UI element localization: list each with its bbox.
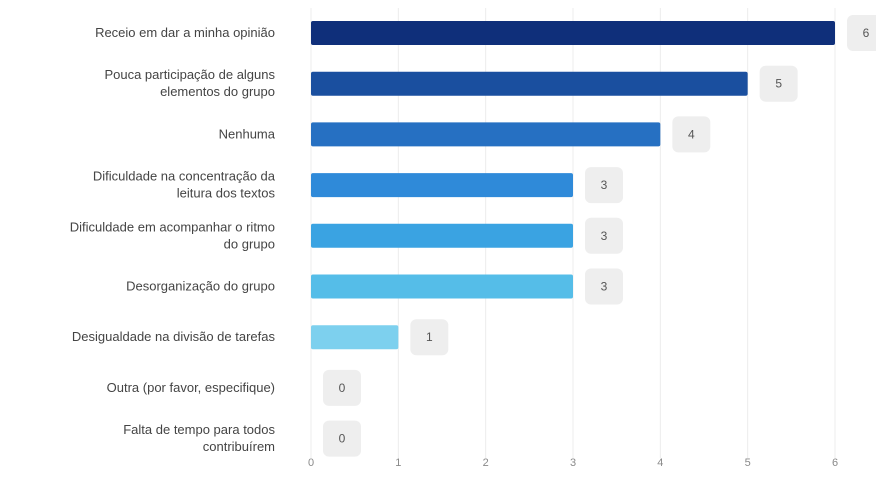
- value-badge: [585, 268, 623, 305]
- value-label: 6: [863, 26, 870, 40]
- value-label: 5: [775, 77, 782, 91]
- category-label: Dificuldade em acompanhar o ritmo: [70, 219, 275, 234]
- bar: [311, 274, 573, 299]
- category-label: Desigualdade na divisão de tarefas: [72, 329, 276, 344]
- category-label: Falta de tempo para todos: [123, 422, 275, 437]
- category-label: contribuírem: [203, 439, 275, 454]
- value-label: 0: [339, 432, 346, 446]
- value-badge: [410, 319, 449, 356]
- x-axis-ticks: 0 1 2 3 4 5 6: [308, 457, 838, 469]
- bars: [311, 21, 835, 350]
- bar: [311, 325, 399, 350]
- value-badge: [323, 420, 361, 457]
- category-label: Dificuldade na concentração da: [93, 169, 276, 184]
- bar: [311, 122, 661, 147]
- category-labels: Receio em dar a minha opinião Pouca parti…: [70, 25, 276, 454]
- value-badge: [672, 116, 711, 153]
- bar: [311, 223, 573, 248]
- category-label: Desorganização do grupo: [126, 279, 275, 294]
- x-tick-label: 3: [570, 457, 576, 469]
- value-badge: [759, 65, 798, 102]
- bar: [311, 71, 748, 96]
- category-label: leitura dos textos: [177, 186, 276, 201]
- category-label: Pouca participação de alguns: [104, 67, 275, 82]
- value-labels: 6 5 4 3 3 3 1 0 0: [323, 15, 876, 457]
- category-label: elementos do grupo: [160, 84, 275, 99]
- value-label: 1: [426, 330, 433, 344]
- x-tick-label: 2: [483, 457, 489, 469]
- x-tick-label: 4: [657, 457, 663, 469]
- value-badge: [847, 15, 876, 51]
- value-badge: [323, 369, 361, 406]
- x-tick-label: 5: [745, 457, 751, 469]
- value-label: 3: [601, 178, 608, 192]
- x-tick-label: 6: [832, 457, 838, 469]
- category-label: Receio em dar a minha opinião: [95, 25, 275, 40]
- value-label: 3: [601, 229, 608, 243]
- x-tick-label: 0: [308, 457, 314, 469]
- value-badge: [585, 217, 623, 254]
- bar: [311, 173, 573, 198]
- value-label: 3: [601, 280, 608, 294]
- category-label: Nenhuma: [219, 126, 276, 141]
- x-tick-label: 1: [395, 457, 401, 469]
- value-label: 0: [339, 381, 346, 395]
- category-label: do grupo: [224, 236, 275, 251]
- bar: [311, 21, 835, 45]
- category-label: Outra (por favor, especifique): [107, 380, 275, 395]
- value-label: 4: [688, 127, 695, 141]
- value-badge: [585, 167, 623, 204]
